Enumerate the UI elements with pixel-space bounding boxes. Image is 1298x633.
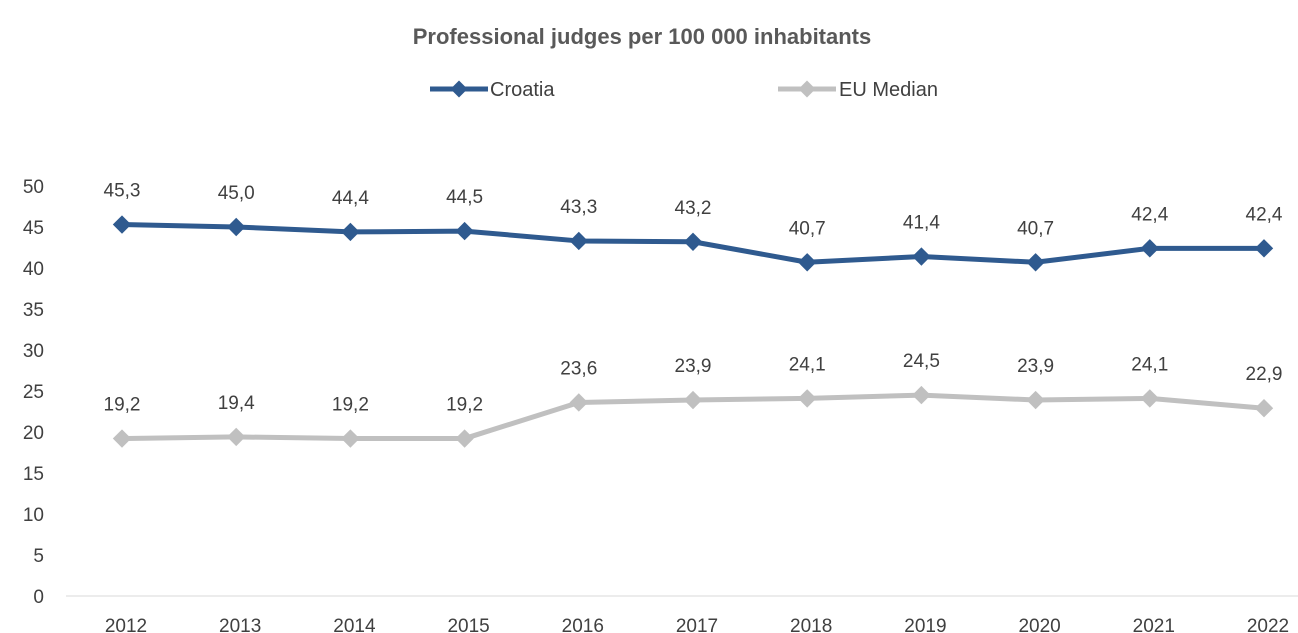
x-tick-label: 2019 — [904, 616, 946, 633]
data-point — [912, 385, 931, 405]
data-point — [112, 429, 132, 448]
data-label: 45,0 — [218, 183, 255, 204]
data-point — [341, 222, 360, 242]
data-point — [1254, 239, 1274, 258]
y-tick-label: 10 — [23, 505, 44, 526]
data-point — [455, 429, 474, 448]
data-point — [1254, 399, 1274, 418]
data-point — [227, 217, 246, 237]
data-label: 44,5 — [446, 187, 483, 208]
legend-eu-median-marker — [798, 80, 816, 98]
data-point — [683, 390, 703, 410]
data-point — [1026, 390, 1045, 410]
y-axis: 0 5 10 15 20 25 30 35 40 45 50 — [23, 177, 44, 608]
data-label: 42,4 — [1131, 204, 1168, 225]
data-point — [341, 429, 360, 448]
y-tick-label: 50 — [23, 177, 44, 198]
data-point — [1140, 239, 1159, 258]
y-tick-label: 35 — [23, 300, 44, 321]
data-point — [912, 247, 931, 266]
x-tick-label: 2018 — [790, 616, 832, 633]
y-tick-label: 15 — [23, 464, 44, 485]
data-label: 45,3 — [104, 181, 141, 202]
data-label: 24,1 — [789, 354, 826, 375]
legend: Croatia EU Median — [430, 79, 938, 101]
y-tick-label: 20 — [23, 423, 44, 444]
x-tick-label: 2017 — [676, 616, 718, 633]
y-tick-label: 25 — [23, 382, 44, 403]
x-tick-label: 2015 — [447, 616, 489, 633]
series-croatia: 45,3 45,0 44,4 44,5 43,3 43,2 40,7 41,4 40,7 42,4… — [104, 181, 1283, 272]
data-label: 23,6 — [560, 358, 597, 379]
data-point — [227, 427, 246, 447]
y-tick-label: 0 — [33, 587, 44, 608]
legend-croatia-marker — [450, 80, 468, 98]
y-tick-label: 30 — [23, 341, 44, 362]
x-tick-label: 2022 — [1247, 616, 1289, 633]
data-label: 43,3 — [560, 197, 597, 218]
data-point — [569, 231, 588, 251]
plot-area: 45,3 45,0 44,4 44,5 43,3 43,2 40,7 41,4 40,7 42,4… — [104, 181, 1283, 448]
legend-item-eu-median: EU Median — [778, 79, 938, 101]
data-label: 19,4 — [218, 393, 255, 414]
x-tick-label: 2020 — [1018, 616, 1060, 633]
data-point — [683, 232, 703, 251]
data-point — [569, 393, 588, 412]
series-eu-median: 19,2 19,4 19,2 19,2 23,6 23,9 24,1 24,5 23,9 24,1… — [104, 351, 1283, 448]
data-label: 23,9 — [675, 356, 712, 377]
data-label: 44,4 — [332, 188, 369, 209]
x-tick-label: 2014 — [333, 616, 376, 633]
data-label: 41,4 — [903, 213, 940, 234]
data-label: 19,2 — [104, 395, 141, 416]
data-point — [455, 221, 474, 241]
y-tick-label: 40 — [23, 259, 44, 280]
x-tick-label: 2013 — [219, 616, 261, 633]
data-label: 24,5 — [903, 351, 940, 372]
data-label: 24,1 — [1131, 354, 1168, 375]
x-axis: 2012 2013 2014 2015 2016 2017 2018 2019 2020 2021… — [105, 616, 1289, 633]
data-label: 19,2 — [332, 395, 369, 416]
data-point — [1140, 389, 1159, 408]
data-label: 40,7 — [789, 218, 826, 239]
data-label: 40,7 — [1017, 218, 1054, 239]
data-label: 42,4 — [1246, 204, 1283, 225]
x-tick-label: 2021 — [1133, 616, 1175, 633]
y-tick-label: 45 — [23, 218, 44, 239]
legend-croatia-label: Croatia — [490, 79, 555, 101]
data-label: 22,9 — [1246, 364, 1283, 385]
data-label: 19,2 — [446, 395, 483, 416]
data-point — [798, 253, 817, 272]
x-tick-label: 2016 — [562, 616, 604, 633]
data-label: 43,2 — [675, 198, 712, 219]
legend-eu-median-label: EU Median — [839, 79, 938, 101]
data-label: 23,9 — [1017, 356, 1054, 377]
data-point — [1026, 253, 1045, 272]
legend-item-croatia: Croatia — [430, 79, 555, 101]
chart-title: Professional judges per 100 000 inhabita… — [413, 24, 872, 49]
data-point — [798, 389, 817, 408]
y-tick-label: 5 — [33, 546, 44, 567]
data-point — [112, 215, 132, 234]
x-tick-label: 2012 — [105, 616, 147, 633]
